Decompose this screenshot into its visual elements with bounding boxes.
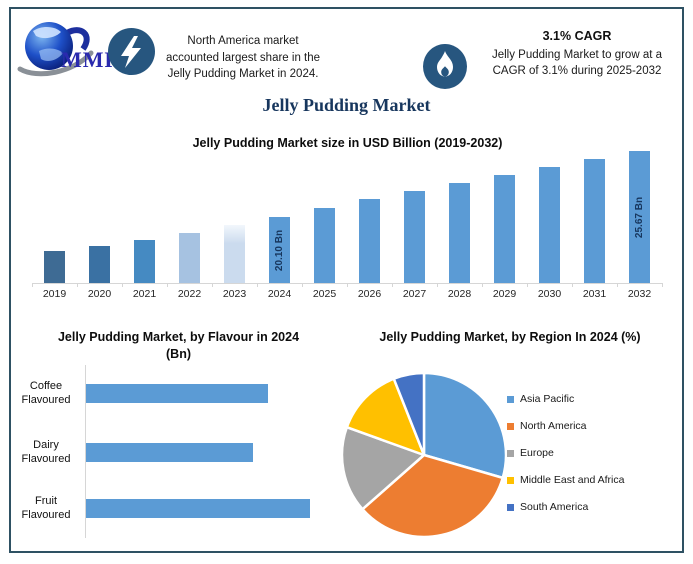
axis-tick bbox=[617, 283, 618, 287]
bar-2029 bbox=[494, 175, 515, 283]
bar-2026 bbox=[359, 199, 380, 283]
bar-2022 bbox=[179, 233, 200, 283]
bar-2032: 25.67 Bn bbox=[629, 151, 650, 283]
axis-tick bbox=[32, 283, 33, 287]
flavour-bar bbox=[86, 384, 268, 403]
bar-2024: 20.10 Bn bbox=[269, 217, 290, 283]
legend-item: North America bbox=[507, 418, 587, 434]
bar-2025 bbox=[314, 208, 335, 283]
bar-2030 bbox=[539, 167, 560, 283]
legend-item: South America bbox=[507, 499, 588, 515]
year-label-2023: 2023 bbox=[222, 288, 247, 300]
flavour-bar bbox=[86, 499, 310, 518]
annual-chart-title: Jelly Pudding Market size in USD Billion… bbox=[192, 136, 503, 150]
bar-data-label-wrap: 25.67 Bn bbox=[629, 151, 650, 283]
annual-chart-plot: 2019 2020 2021 2022 2023 20.10 Bn 2024 2025 2026… bbox=[11, 127, 684, 307]
legend-label: North America bbox=[520, 420, 587, 432]
flavour-chart: Jelly Pudding Market, by Flavour in 2024… bbox=[11, 321, 346, 543]
bar-2021 bbox=[134, 240, 155, 283]
flavour-label: Dairy Flavoured bbox=[21, 439, 71, 465]
axis-tick bbox=[302, 283, 303, 287]
axis-tick bbox=[392, 283, 393, 287]
year-label-2028: 2028 bbox=[447, 288, 472, 300]
bar-2020 bbox=[89, 246, 110, 283]
infographic-frame: MMR North America market accounted large… bbox=[9, 7, 684, 553]
region-pie bbox=[340, 371, 508, 539]
cagr-value: 3.1% CAGR bbox=[542, 29, 612, 43]
flavour-bar bbox=[86, 443, 253, 462]
legend-marker bbox=[507, 503, 514, 511]
year-label-2025: 2025 bbox=[312, 288, 337, 300]
year-label-2024: 2024 bbox=[267, 288, 292, 300]
legend-item: Asia Pacific bbox=[507, 391, 574, 407]
axis-tick bbox=[662, 283, 663, 287]
bar-2027 bbox=[404, 191, 425, 283]
region-legend: Asia Pacific North America Europe Middle Ea… bbox=[336, 321, 684, 555]
mmr-logo: MMR bbox=[17, 17, 121, 83]
bar-data-label: 25.67 Bn bbox=[634, 196, 646, 238]
pie-slice-south-america bbox=[392, 371, 426, 457]
bar-2023 bbox=[224, 225, 245, 283]
legend-label: South America bbox=[520, 501, 589, 513]
year-label-2029: 2029 bbox=[492, 288, 517, 300]
headline-north-america: North America market accounted largest s… bbox=[165, 35, 321, 81]
pie-slice-middle-east-and-africa bbox=[345, 377, 426, 457]
bar-2028 bbox=[449, 183, 470, 283]
year-label-2020: 2020 bbox=[87, 288, 112, 300]
axis-tick bbox=[122, 283, 123, 287]
year-label-2026: 2026 bbox=[357, 288, 382, 300]
legend-marker bbox=[507, 476, 514, 484]
cagr-block: 3.1% CAGR Jelly Pudding Market to grow a… bbox=[479, 29, 675, 79]
legend-label: Middle East and Africa bbox=[520, 474, 625, 486]
globe-icon bbox=[17, 22, 94, 77]
flavour-label: Fruit Flavoured bbox=[21, 495, 71, 521]
axis-tick bbox=[437, 283, 438, 287]
axis-tick bbox=[212, 283, 213, 287]
pie-slice-asia-pacific bbox=[422, 371, 508, 480]
legend-marker bbox=[507, 449, 514, 457]
axis-tick bbox=[257, 283, 258, 287]
legend-item: Europe bbox=[507, 445, 554, 461]
region-chart: Jelly Pudding Market, by Region In 2024 … bbox=[336, 321, 684, 555]
region-chart-title: Jelly Pudding Market, by Region In 2024 … bbox=[379, 330, 641, 344]
bar-data-label: 20.10 Bn bbox=[274, 229, 286, 271]
bar-data-label-wrap: 20.10 Bn bbox=[269, 217, 290, 283]
year-label-2031: 2031 bbox=[582, 288, 607, 300]
bar-2019 bbox=[44, 251, 65, 283]
lightning-icon bbox=[108, 28, 155, 75]
pie-slice-north-america bbox=[361, 453, 504, 539]
axis-tick bbox=[527, 283, 528, 287]
axis-tick bbox=[482, 283, 483, 287]
year-label-2019: 2019 bbox=[42, 288, 67, 300]
annual-market-size-chart: Jelly Pudding Market size in USD Billion… bbox=[11, 127, 684, 307]
year-label-2030: 2030 bbox=[537, 288, 562, 300]
axis-tick bbox=[77, 283, 78, 287]
axis-tick bbox=[347, 283, 348, 287]
legend-item: Middle East and Africa bbox=[507, 472, 624, 488]
flavour-label: Coffee Flavoured bbox=[21, 380, 71, 406]
cagr-note: Jelly Pudding Market to grow at a CAGR o… bbox=[491, 49, 663, 78]
flame-icon bbox=[423, 44, 467, 89]
axis-tick bbox=[572, 283, 573, 287]
flavour-chart-title: Jelly Pudding Market, by Flavour in 2024… bbox=[57, 330, 300, 361]
axis-tick bbox=[167, 283, 168, 287]
year-label-2032: 2032 bbox=[627, 288, 652, 300]
legend-marker bbox=[507, 395, 514, 403]
bar-2031 bbox=[584, 159, 605, 283]
legend-label: Asia Pacific bbox=[520, 393, 575, 405]
flavour-y-axis bbox=[85, 365, 86, 538]
year-label-2021: 2021 bbox=[132, 288, 157, 300]
legend-marker bbox=[507, 422, 514, 430]
flavour-chart-plot: Coffee Flavoured Dairy Flavoured Fruit Fla… bbox=[11, 321, 346, 543]
legend-label: Europe bbox=[520, 447, 554, 459]
year-label-2027: 2027 bbox=[402, 288, 427, 300]
page-title: Jelly Pudding Market bbox=[262, 95, 431, 115]
year-label-2022: 2022 bbox=[177, 288, 202, 300]
